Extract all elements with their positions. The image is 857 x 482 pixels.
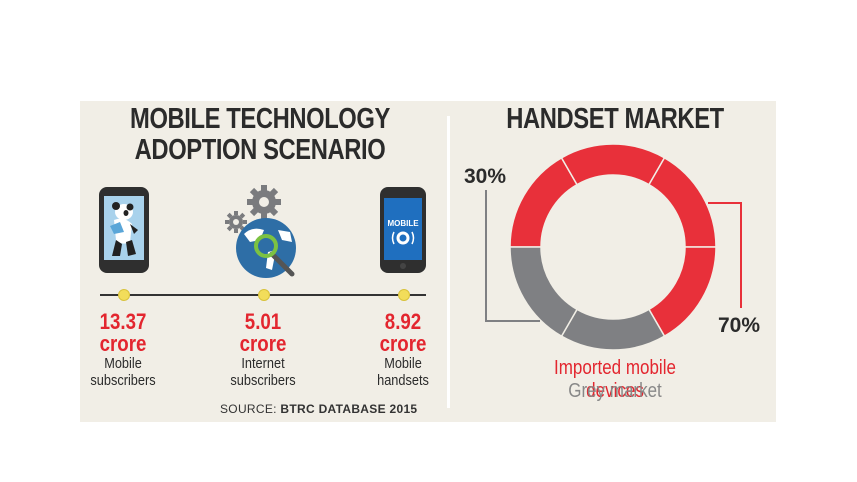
source-note: SOURCE: BTRC DATABASE 2015 xyxy=(220,402,417,416)
donut-segment-grey xyxy=(560,308,666,351)
stat-label-line2: subscribers xyxy=(90,372,156,389)
timeline-dot-2 xyxy=(258,289,270,301)
leader-line-red xyxy=(708,202,742,308)
source-name: BTRC DATABASE 2015 xyxy=(280,402,418,416)
timeline-dot-3 xyxy=(398,289,410,301)
donut-segment-red xyxy=(647,246,717,338)
title-line-2: ADOPTION SCENARIO xyxy=(134,134,386,166)
title-line-1: MOBILE TECHNOLOGY xyxy=(130,103,390,135)
handset-market-title: HANDSET MARKET xyxy=(506,103,724,135)
panel-divider xyxy=(447,116,450,408)
legend-imported: Imported mobile devices xyxy=(554,357,676,402)
donut-segment-grey xyxy=(509,246,579,338)
phone-panda-icon xyxy=(99,187,149,273)
source-prefix: SOURCE: xyxy=(220,402,281,416)
stat-unit: crore xyxy=(379,331,427,356)
stat-label-line1: Mobile xyxy=(104,355,142,372)
red-percentage-label: 70% xyxy=(718,314,761,337)
timeline-dot-1 xyxy=(118,289,130,301)
grey-percentage-label: 30% xyxy=(464,165,507,188)
donut-segment-red xyxy=(509,156,579,248)
adoption-title: MOBILE TECHNOLOGY ADOPTION SCENARIO xyxy=(121,104,400,166)
stat-label-line1: Mobile xyxy=(384,355,422,372)
stat-value: 8.92 xyxy=(384,309,422,334)
donut-segment-red xyxy=(647,156,717,248)
stat-unit: crore xyxy=(99,331,147,356)
globe-gears-search-icon xyxy=(225,185,296,278)
stat-label-line2: subscribers xyxy=(230,372,296,389)
leader-line-grey xyxy=(485,190,540,322)
stat-mobile-handsets: 8.92 crore Mobile handsets xyxy=(348,309,458,390)
stat-label-line1: Internet xyxy=(241,355,285,372)
stat-value: 5.01 xyxy=(244,309,282,334)
stat-label-line2: handsets xyxy=(377,372,429,389)
legend-grey-market: Grey market xyxy=(568,380,662,402)
phone-screen-text: MOBILE xyxy=(387,219,419,228)
stat-mobile-subscribers: 13.37 crore Mobile subscribers xyxy=(68,309,178,390)
donut-segment-red xyxy=(560,143,666,186)
phone-mobile-icon: MOBILE xyxy=(380,187,426,273)
stat-internet-subscribers: 5.01 crore Internet subscribers xyxy=(208,309,318,390)
stat-value: 13.37 xyxy=(99,309,147,334)
stat-unit: crore xyxy=(239,331,287,356)
